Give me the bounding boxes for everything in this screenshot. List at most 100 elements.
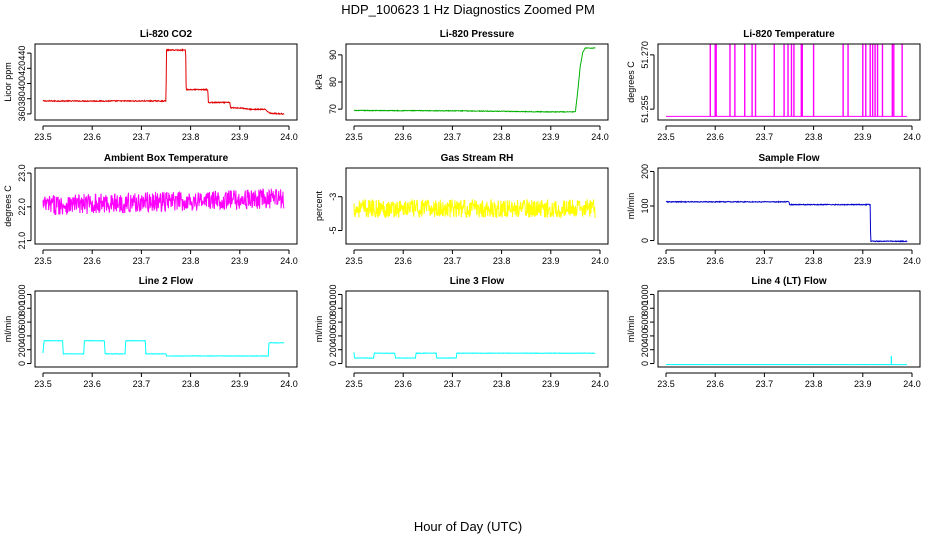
x-tick-label: 23.8 — [805, 379, 823, 389]
plot-frame — [34, 43, 298, 121]
x-tick-label: 23.7 — [444, 132, 462, 142]
data-series-line — [353, 47, 596, 113]
x-tick-label: 23.5 — [34, 256, 52, 266]
data-area — [353, 198, 596, 219]
x-tick-label: 23.8 — [493, 379, 511, 389]
chart-title: Li-820 Pressure — [440, 29, 515, 40]
y-axis-label: percent — [314, 190, 324, 221]
x-tick-label: 23.5 — [657, 379, 675, 389]
x-tick-label: 23.6 — [394, 256, 412, 266]
x-tick-label: 23.7 — [133, 256, 151, 266]
x-tick-label: 23.7 — [444, 256, 462, 266]
x-tick-label: 23.6 — [83, 256, 101, 266]
y-tick-label: 1000 — [17, 284, 27, 304]
chart-title: Line 3 Flow — [450, 276, 505, 287]
plot-frame — [657, 290, 921, 368]
x-tick-label: 23.6 — [394, 379, 412, 389]
data-series-line — [665, 200, 908, 243]
x-tick-label: 23.6 — [394, 132, 412, 142]
y-tick-label: -3 — [328, 193, 338, 201]
data-area — [42, 339, 285, 357]
y-tick-label: 420 — [17, 61, 27, 76]
x-tick-label: 23.8 — [493, 256, 511, 266]
chart-panel: Gas Stream RH percent 23.5 23.6 23.7 23.8 23.9… — [314, 153, 609, 266]
y-tick-label: 400 — [328, 328, 338, 343]
x-tick-label: 23.7 — [756, 379, 774, 389]
y-tick-label: 200 — [17, 342, 27, 357]
x-tick-label: 23.6 — [706, 256, 724, 266]
x-tick-label: 24.0 — [591, 379, 609, 389]
figure-title: HDP_100623 1 Hz Diagnostics Zoomed PM — [341, 2, 595, 17]
chart-panel: Line 4 (LT) Flow ml/min 23.5 23.6 23.7 23.8 23… — [626, 276, 921, 389]
chart-title: Ambient Box Temperature — [104, 153, 229, 164]
chart-title: Sample Flow — [758, 153, 819, 164]
chart-title: Gas Stream RH — [441, 153, 514, 164]
x-tick-label: 24.0 — [903, 132, 921, 142]
x-tick-label: 23.7 — [756, 256, 774, 266]
y-axis-label: ml/min — [626, 193, 636, 220]
y-axis-label: ml/min — [3, 316, 13, 343]
x-tick-label: 23.6 — [83, 379, 101, 389]
chart-panel: Li-820 Temperature degrees C 23.5 23.6 23.7 2… — [626, 29, 921, 142]
plot-frame — [657, 167, 921, 245]
x-tick-label: 23.5 — [657, 132, 675, 142]
x-tick-label: 24.0 — [903, 379, 921, 389]
y-tick-label: 22.0 — [17, 198, 27, 216]
y-axis-label: kPa — [314, 74, 324, 90]
y-tick-label: 21.0 — [17, 232, 27, 250]
data-series-line — [353, 352, 596, 359]
y-tick-label: 800 — [328, 301, 338, 316]
x-tick-label: 23.5 — [345, 132, 363, 142]
y-tick-label: 70 — [328, 104, 338, 114]
data-area — [666, 44, 908, 117]
x-tick-label: 23.9 — [231, 132, 249, 142]
data-series-line — [353, 198, 596, 219]
y-tick-label: 80 — [328, 77, 338, 87]
x-tick-label: 23.9 — [854, 132, 872, 142]
chart-panel: Li-820 CO2 Licor ppm 23.5 23.6 23.7 23.8 23.9 2… — [3, 29, 298, 142]
x-tick-label: 23.6 — [83, 132, 101, 142]
plot-frame — [34, 290, 298, 368]
x-tick-label: 23.5 — [657, 256, 675, 266]
chart-title: Line 4 (LT) Flow — [751, 276, 827, 287]
x-tick-label: 23.8 — [805, 132, 823, 142]
chart-title: Line 2 Flow — [139, 276, 194, 287]
x-tick-label: 23.5 — [345, 256, 363, 266]
y-tick-label: 380 — [17, 91, 27, 106]
y-tick-label: 200 — [640, 164, 650, 179]
x-tick-label: 23.9 — [854, 379, 872, 389]
y-tick-label: 0 — [328, 361, 338, 366]
y-axis-label: ml/min — [314, 316, 324, 343]
y-tick-label: 1000 — [640, 284, 650, 304]
chart-panel: Li-820 Pressure kPa 23.5 23.6 23.7 23.8 23.9 24… — [314, 29, 609, 142]
data-series-line — [42, 48, 285, 115]
plot-frame — [345, 43, 609, 121]
y-tick-label: 0 — [640, 361, 650, 366]
figure-x-axis-label: Hour of Day (UTC) — [414, 519, 522, 534]
x-tick-label: 23.8 — [182, 132, 200, 142]
x-tick-label: 23.9 — [854, 256, 872, 266]
y-tick-label: 90 — [328, 50, 338, 60]
x-tick-label: 24.0 — [591, 132, 609, 142]
x-tick-label: 23.7 — [133, 132, 151, 142]
y-tick-label: 0 — [17, 361, 27, 366]
x-tick-label: 23.7 — [133, 379, 151, 389]
chart-panel: Sample Flow ml/min 23.5 23.6 23.7 23.8 23.9 24.… — [626, 153, 921, 266]
chart-title: Li-820 Temperature — [743, 29, 835, 40]
y-tick-label: 600 — [17, 315, 27, 330]
data-area — [665, 200, 908, 243]
plot-frame — [345, 167, 609, 245]
x-tick-label: 24.0 — [903, 256, 921, 266]
x-tick-label: 23.8 — [182, 379, 200, 389]
x-tick-label: 23.8 — [805, 256, 823, 266]
y-axis-label: Licor ppm — [3, 62, 13, 102]
chart-panel: Line 2 Flow ml/min 23.5 23.6 23.7 23.8 23.9 24.… — [3, 276, 298, 389]
x-tick-label: 23.5 — [34, 379, 52, 389]
data-series-line — [42, 339, 285, 357]
y-tick-label: 100 — [640, 198, 650, 213]
data-area — [353, 47, 596, 113]
y-tick-label: 0 — [640, 238, 650, 243]
y-tick-label: 400 — [640, 328, 650, 343]
x-tick-label: 23.7 — [444, 379, 462, 389]
